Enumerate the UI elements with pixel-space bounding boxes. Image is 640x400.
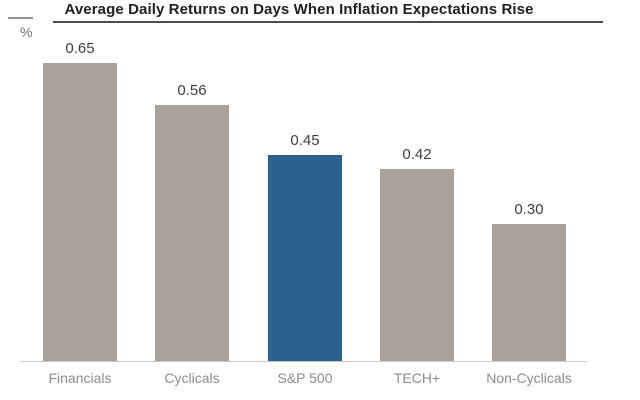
bar <box>492 224 566 361</box>
x-axis-baseline <box>20 361 587 362</box>
bar <box>155 105 229 361</box>
bar-value-label: 0.56 <box>177 82 207 99</box>
bar-category-label: S&P 500 <box>277 370 333 386</box>
bar <box>43 63 117 361</box>
bar-category-label: Non-Cyclicals <box>486 370 572 386</box>
y-axis-stub-line <box>8 17 33 19</box>
bar-value-label: 0.30 <box>514 201 544 218</box>
bar <box>268 155 342 361</box>
chart-title: Average Daily Returns on Days When Infla… <box>64 1 534 18</box>
chart-title-underline: Average Daily Returns on Days When Infla… <box>53 1 603 23</box>
bar-value-label: 0.45 <box>290 132 320 149</box>
bar-category-label: TECH+ <box>393 370 441 386</box>
bar-value-label: 0.42 <box>402 146 432 163</box>
bar-category-label: Financials <box>48 370 112 386</box>
bar-category-label: Cyclicals <box>164 370 220 386</box>
y-axis-unit-label: % <box>20 24 33 40</box>
bar-value-label: 0.65 <box>65 40 95 57</box>
bar <box>380 169 454 361</box>
